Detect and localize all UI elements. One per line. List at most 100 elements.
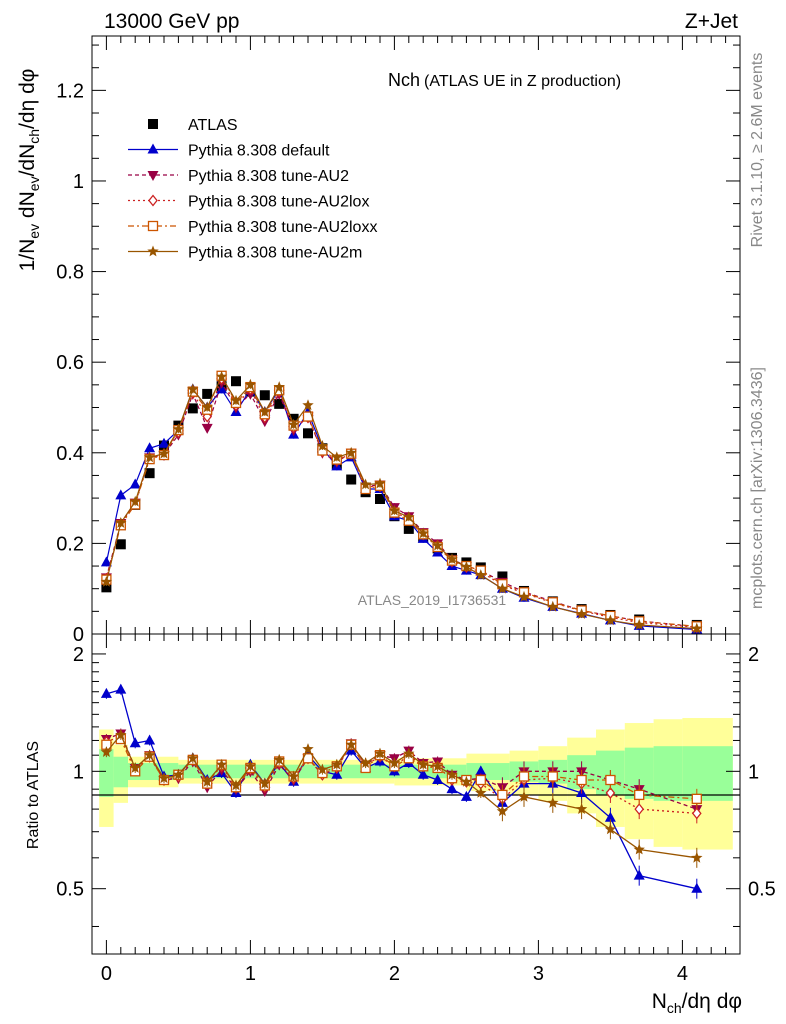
- ratio-point: [302, 743, 314, 754]
- legend-marker: [147, 143, 159, 154]
- ratio-point: [115, 683, 127, 694]
- data-point: [129, 478, 141, 489]
- series-line: [105, 377, 697, 628]
- ratio-point: [287, 770, 300, 782]
- data-point: [144, 442, 156, 453]
- main-y-axis-label: 1/Nev dNev/dNch/dη dφ: [16, 69, 42, 272]
- plot-subtitle: (ATLAS UE in Z production): [424, 73, 621, 90]
- series-pythia-8-308-tune-au2m: [100, 370, 703, 634]
- ratio-y-tick-label: 1: [73, 761, 84, 783]
- data-point: [273, 381, 285, 392]
- ratio-point: [460, 775, 473, 787]
- x-axis-label: Nch/dη dφ: [652, 990, 742, 1016]
- ratio-point: [129, 762, 141, 773]
- data-point: [496, 582, 509, 594]
- inner-uncertainty-band: [99, 749, 114, 797]
- ratio-point: [100, 746, 113, 757]
- ratio-point: [446, 783, 458, 794]
- legend-label: Pythia 8.308 tune-AU2m: [188, 245, 362, 262]
- main-y-tick-label: 1.2: [56, 80, 84, 102]
- data-point: [346, 474, 357, 485]
- legend-marker: [147, 220, 159, 232]
- data-point: [215, 370, 228, 382]
- data-point: [633, 618, 645, 630]
- legend-entry: Pythia 8.308 tune-AU2m: [128, 245, 362, 262]
- plot-title: Nch: [388, 70, 420, 90]
- legend-marker: [148, 119, 158, 129]
- main-y-tick-label: 0.2: [56, 533, 84, 555]
- main-axis-ticks: 0 0.2 0.4 0.6 0.8 1 1.2: [56, 36, 741, 646]
- x-tick-label: 4: [677, 963, 688, 985]
- ratio-point: [691, 807, 702, 820]
- energy-label: 13000 GeV pp: [104, 10, 239, 33]
- ratio-point: [316, 763, 329, 775]
- main-y-tick-label: 1: [73, 171, 84, 193]
- data-point: [101, 582, 112, 593]
- ratio-y-tick-label: 2: [73, 644, 84, 666]
- legend-entry: ATLAS: [148, 117, 238, 134]
- inner-uncertainty-band: [113, 756, 128, 788]
- main-y-tick-label: 0.6: [56, 352, 84, 374]
- ratio-point: [475, 787, 487, 798]
- ratio-point: [576, 774, 587, 786]
- data-point: [431, 539, 444, 551]
- legend-entry: Pythia 8.308 tune-AU2: [128, 168, 349, 185]
- ratio-point: [374, 747, 386, 759]
- main-y-tick-label: 0.4: [56, 443, 84, 465]
- data-point: [202, 388, 213, 399]
- legend-marker: [148, 194, 158, 207]
- data-point: [518, 590, 530, 602]
- ratio-point: [460, 790, 472, 801]
- inner-uncertainty-band: [466, 763, 510, 781]
- ratio-point: [633, 843, 645, 855]
- data-point: [259, 406, 271, 417]
- ratio-uncertainty-bands: [99, 718, 733, 850]
- ratio-point: [497, 789, 508, 801]
- data-point: [575, 608, 588, 619]
- legend-marker: [147, 171, 159, 181]
- ratio-point: [201, 775, 213, 787]
- ratio-point: [691, 882, 703, 893]
- ratio-point: [345, 738, 357, 750]
- legend-label: Pythia 8.308 tune-AU2loxx: [188, 219, 377, 236]
- data-point: [331, 451, 343, 463]
- series-line: [105, 375, 697, 630]
- ratio-point: [496, 805, 509, 817]
- data-point: [100, 575, 113, 587]
- ratio-point: [634, 789, 645, 801]
- data-point: [460, 561, 473, 572]
- ratio-point: [331, 758, 343, 770]
- ratio-point: [518, 771, 530, 782]
- ratio-line: [106, 732, 698, 810]
- data-point: [115, 539, 126, 550]
- ratio-panel: 0.5 0.5 1 1 2 2 0 1 2 3 4 Ratio to ATLAS Nch/dη dφ: [25, 633, 776, 1016]
- data-point: [115, 517, 127, 528]
- ratio-point: [518, 790, 530, 802]
- ratio-point: [475, 765, 487, 776]
- x-tick-label: 2: [389, 963, 400, 985]
- process-label: Z+Jet: [685, 10, 738, 33]
- ratio-y-tick-label-right: 0.5: [748, 879, 776, 901]
- data-point: [475, 569, 487, 580]
- ratio-point: [547, 796, 559, 808]
- ratio-y-axis-label: Ratio to ATLAS: [25, 741, 42, 849]
- ratio-point: [691, 851, 703, 863]
- ratio-point: [187, 752, 199, 764]
- ratio-point: [691, 793, 702, 804]
- analysis-watermark: ATLAS_2019_I1736531: [358, 592, 507, 608]
- ratio-point: [388, 757, 401, 768]
- data-point: [287, 418, 300, 430]
- ratio-point: [244, 760, 257, 772]
- ratio-axis-ticks: 0.5 0.5 1 1 2 2 0 1 2 3 4: [56, 634, 776, 985]
- ratio-point: [115, 728, 127, 740]
- ratio-y-tick-label: 0.5: [56, 879, 84, 901]
- data-point: [244, 378, 257, 390]
- ratio-point: [100, 687, 112, 698]
- ratio-series: [100, 683, 703, 899]
- data-point: [403, 511, 415, 522]
- data-point: [231, 376, 241, 387]
- ratio-point: [575, 803, 588, 814]
- ratio-point: [417, 768, 429, 779]
- inner-uncertainty-band: [653, 746, 683, 801]
